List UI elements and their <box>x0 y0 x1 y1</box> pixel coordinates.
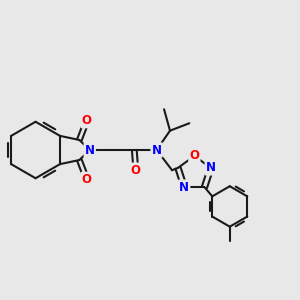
Text: O: O <box>131 164 141 177</box>
Text: N: N <box>152 143 162 157</box>
Text: N: N <box>206 161 216 174</box>
Text: N: N <box>179 181 189 194</box>
Text: N: N <box>85 143 95 157</box>
Text: O: O <box>82 114 92 127</box>
Text: O: O <box>82 173 92 186</box>
Text: O: O <box>189 149 200 162</box>
